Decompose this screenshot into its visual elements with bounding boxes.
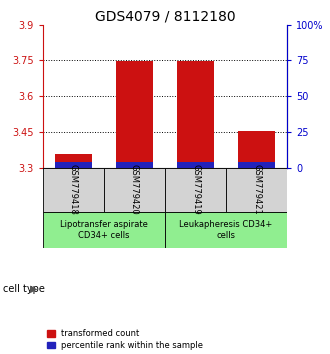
- Bar: [177, 61, 214, 167]
- Bar: [226, 167, 287, 212]
- Title: GDS4079 / 8112180: GDS4079 / 8112180: [95, 10, 235, 24]
- Bar: [165, 167, 226, 212]
- Bar: [55, 162, 92, 167]
- Text: Lipotransfer aspirate
CD34+ cells: Lipotransfer aspirate CD34+ cells: [60, 221, 148, 240]
- Bar: [116, 61, 153, 167]
- Legend: transformed count, percentile rank within the sample: transformed count, percentile rank withi…: [47, 329, 203, 350]
- Text: GSM779420: GSM779420: [130, 164, 139, 215]
- Bar: [116, 162, 153, 167]
- Bar: [43, 212, 165, 248]
- Bar: [43, 167, 104, 212]
- Bar: [238, 162, 275, 167]
- Bar: [165, 212, 287, 248]
- Text: ▶: ▶: [30, 284, 38, 293]
- Text: GSM779418: GSM779418: [69, 164, 78, 215]
- Text: cell type: cell type: [3, 284, 45, 293]
- Bar: [104, 167, 165, 212]
- Bar: [55, 154, 92, 167]
- Text: Leukapheresis CD34+
cells: Leukapheresis CD34+ cells: [180, 221, 273, 240]
- Text: GSM779421: GSM779421: [252, 164, 261, 215]
- Text: GSM779419: GSM779419: [191, 164, 200, 215]
- Bar: [177, 162, 214, 167]
- Bar: [238, 131, 275, 167]
